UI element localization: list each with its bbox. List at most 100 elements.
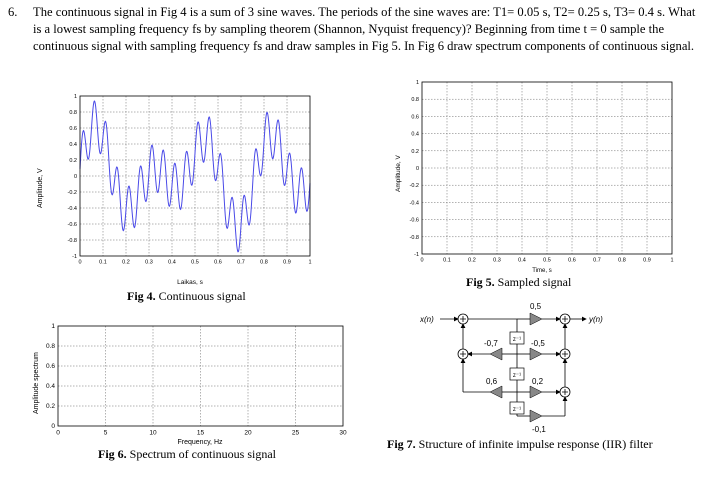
fig7-adder-right-1: [559, 348, 571, 360]
fig5-caption: Fig 5. Sampled signal: [466, 275, 572, 289]
fig5-grid: [422, 82, 672, 254]
fig5-ytick-label: 0: [416, 166, 419, 172]
fig7-delay-1: z⁻¹: [509, 331, 525, 345]
fig4-ytick-label: 0: [74, 174, 77, 180]
fig4-xtick-label: 0.4: [168, 260, 176, 266]
svg-text:z⁻¹: z⁻¹: [513, 407, 521, 413]
fig6-grid: [58, 326, 343, 426]
fig7-gain-a2: [489, 385, 503, 399]
fig5-xtick-label: 1: [670, 258, 673, 264]
fig6-frame: [57, 325, 344, 427]
fig7-coef-a2: 0,6: [486, 377, 498, 386]
fig6-ytick-label: 0.4: [46, 383, 55, 390]
fig4-xtick-label: 1: [308, 260, 311, 266]
fig7-delay-2: z⁻¹: [509, 367, 525, 381]
fig7-gain-b3: [529, 409, 543, 423]
fig5-ylabel: Amplitude, V: [395, 154, 402, 192]
problem-text: The continuous signal in Fig 4 is a sum …: [33, 5, 696, 53]
fig4-yticks: -1 -0.8 -0.6 -0.4 -0.2 0 0.2 0.4 0.6 0.8 1: [68, 94, 77, 260]
fig6-xtick-label: 25: [292, 430, 300, 437]
fig6-chart: 0 0.2 0.4 0.6 0.8 1 0 5 10 15 20 25 30 Amplitude sp…: [33, 323, 347, 446]
fig4-xtick-label: 0.8: [260, 260, 268, 266]
fig7-gain-a1: [489, 347, 503, 361]
fig4-ytick-label: -0.2: [68, 190, 77, 196]
fig5-ytick-label: 0.6: [411, 114, 419, 120]
fig4-ytick-label: -0.4: [68, 206, 77, 212]
fig7-coef-b1: -0,5: [531, 339, 545, 348]
fig5-xtick-label: 0: [420, 258, 423, 264]
fig6-xlabel: Frequency, Hz: [178, 439, 223, 446]
fig5-frame: [421, 81, 673, 255]
fig7-output-label: y(n): [588, 315, 603, 324]
fig6-ytick-label: 0.8: [46, 343, 55, 350]
fig5-xtick-label: 0.6: [568, 258, 576, 264]
svg-text:z⁻¹: z⁻¹: [513, 337, 521, 343]
fig7-diagram: x(n) z⁻¹ z⁻¹ z⁻¹ 0,5 y(n) -0,7 -0,5 0,6 …: [420, 302, 603, 434]
fig5-ytick-label: 0.8: [411, 97, 419, 103]
fig6-xtick-label: 30: [339, 430, 347, 437]
fig6-xtick-label: 20: [244, 430, 252, 437]
fig6-ytick-label: 1: [51, 323, 55, 330]
fig5-ytick-label: -1: [414, 252, 419, 258]
fig5-yticks: -1 -0.8 -0.6 -0.4 -0.2 0 0.2 0.4 0.6 0.8 1: [410, 80, 419, 258]
fig4-xtick-label: 0.3: [145, 260, 153, 266]
fig7-caption: Fig 7. Structure of infinite impulse res…: [387, 437, 653, 451]
fig6-xticks: 0 5 10 15 20 25 30: [56, 430, 347, 437]
fig7-coef-a1: -0,7: [484, 339, 498, 348]
fig4-chart: -1 -0.8 -0.6 -0.4 -0.2 0 0.2 0.4 0.6 0.8 1 0 0.1 0.2…: [37, 94, 312, 286]
problem-statement: 6. The continuous signal in Fig 4 is a s…: [8, 4, 698, 55]
fig7-coef-b0: 0,5: [530, 302, 542, 311]
fig5-ytick-label: -0.8: [410, 235, 419, 241]
fig4-ytick-label: 0.8: [69, 110, 77, 116]
fig5-xticks: 0 0.1 0.2 0.3 0.4 0.5 0.6 0.7 0.8 0.9 1: [420, 258, 673, 264]
fig7-coef-b2: 0,2: [532, 377, 544, 386]
fig5-xlabel: Time, s: [532, 268, 551, 274]
fig4-grid: [80, 96, 310, 256]
fig6-caption: Fig 6. Spectrum of continuous signal: [98, 447, 276, 461]
fig4-xtick-label: 0.7: [237, 260, 245, 266]
fig4-xtick-label: 0.9: [283, 260, 291, 266]
fig4-xticks: 0 0.1 0.2 0.3 0.4 0.5 0.6 0.7 0.8 0.9 1: [78, 260, 311, 266]
fig5-xtick-label: 0.2: [468, 258, 476, 264]
svg-text:z⁻¹: z⁻¹: [513, 373, 521, 379]
fig4-signal-line: [79, 100, 311, 253]
fig5-ytick-label: 0.4: [411, 132, 419, 138]
fig5-ytick-label: -0.2: [410, 183, 419, 189]
fig5-ytick-label: 0.2: [411, 149, 419, 155]
fig6-ytick-label: 0: [51, 423, 55, 430]
fig6-xtick-label: 15: [197, 430, 205, 437]
fig4-ytick-label: 1: [74, 94, 77, 100]
fig7-gain-b2: [529, 385, 543, 399]
fig7-adder-left-2: [457, 348, 469, 360]
fig5-ytick-label: -0.6: [410, 218, 419, 224]
fig4-xtick-label: 0.6: [214, 260, 222, 266]
fig5-xtick-label: 0.5: [543, 258, 551, 264]
fig6-ytick-label: 0.2: [46, 403, 55, 410]
fig5-ytick-label: 1: [416, 80, 419, 86]
fig6-ytick-label: 0.6: [46, 363, 55, 370]
fig5-xtick-label: 0.4: [518, 258, 526, 264]
fig4-xtick-label: 0.5: [191, 260, 199, 266]
fig7-adder-left-1: [457, 313, 469, 325]
fig5-xtick-label: 0.1: [443, 258, 451, 264]
fig5-chart: -1 -0.8 -0.6 -0.4 -0.2 0 0.2 0.4 0.6 0.8 1 0 0.1 0.2…: [395, 80, 674, 274]
fig4-caption: Fig 4. Continuous signal: [127, 289, 246, 303]
fig7-gain-b0: [529, 312, 543, 326]
fig7-adder-out: [559, 313, 571, 325]
fig4-xlabel: Laikas, s: [177, 279, 203, 286]
fig7-delay-3: z⁻¹: [509, 401, 525, 415]
fig5-xtick-label: 0.8: [618, 258, 626, 264]
fig7-gain-b1: [529, 347, 543, 361]
fig4-xtick-label: 0: [78, 260, 81, 266]
fig4-frame: [79, 95, 311, 257]
fig4-ytick-label: 0.2: [69, 158, 77, 164]
fig5-ytick-label: -0.4: [410, 200, 419, 206]
fig4-ytick-label: -0.8: [68, 238, 77, 244]
fig7-adder-right-2: [559, 386, 571, 398]
fig6-xtick-label: 10: [149, 430, 157, 437]
fig6-yticks: 0 0.2 0.4 0.6 0.8 1: [46, 323, 55, 430]
fig4-ytick-label: -1: [72, 254, 77, 260]
fig4-ytick-label: 0.4: [69, 142, 77, 148]
fig6-xtick-label: 5: [104, 430, 108, 437]
fig4-ytick-label: -0.6: [68, 222, 77, 228]
